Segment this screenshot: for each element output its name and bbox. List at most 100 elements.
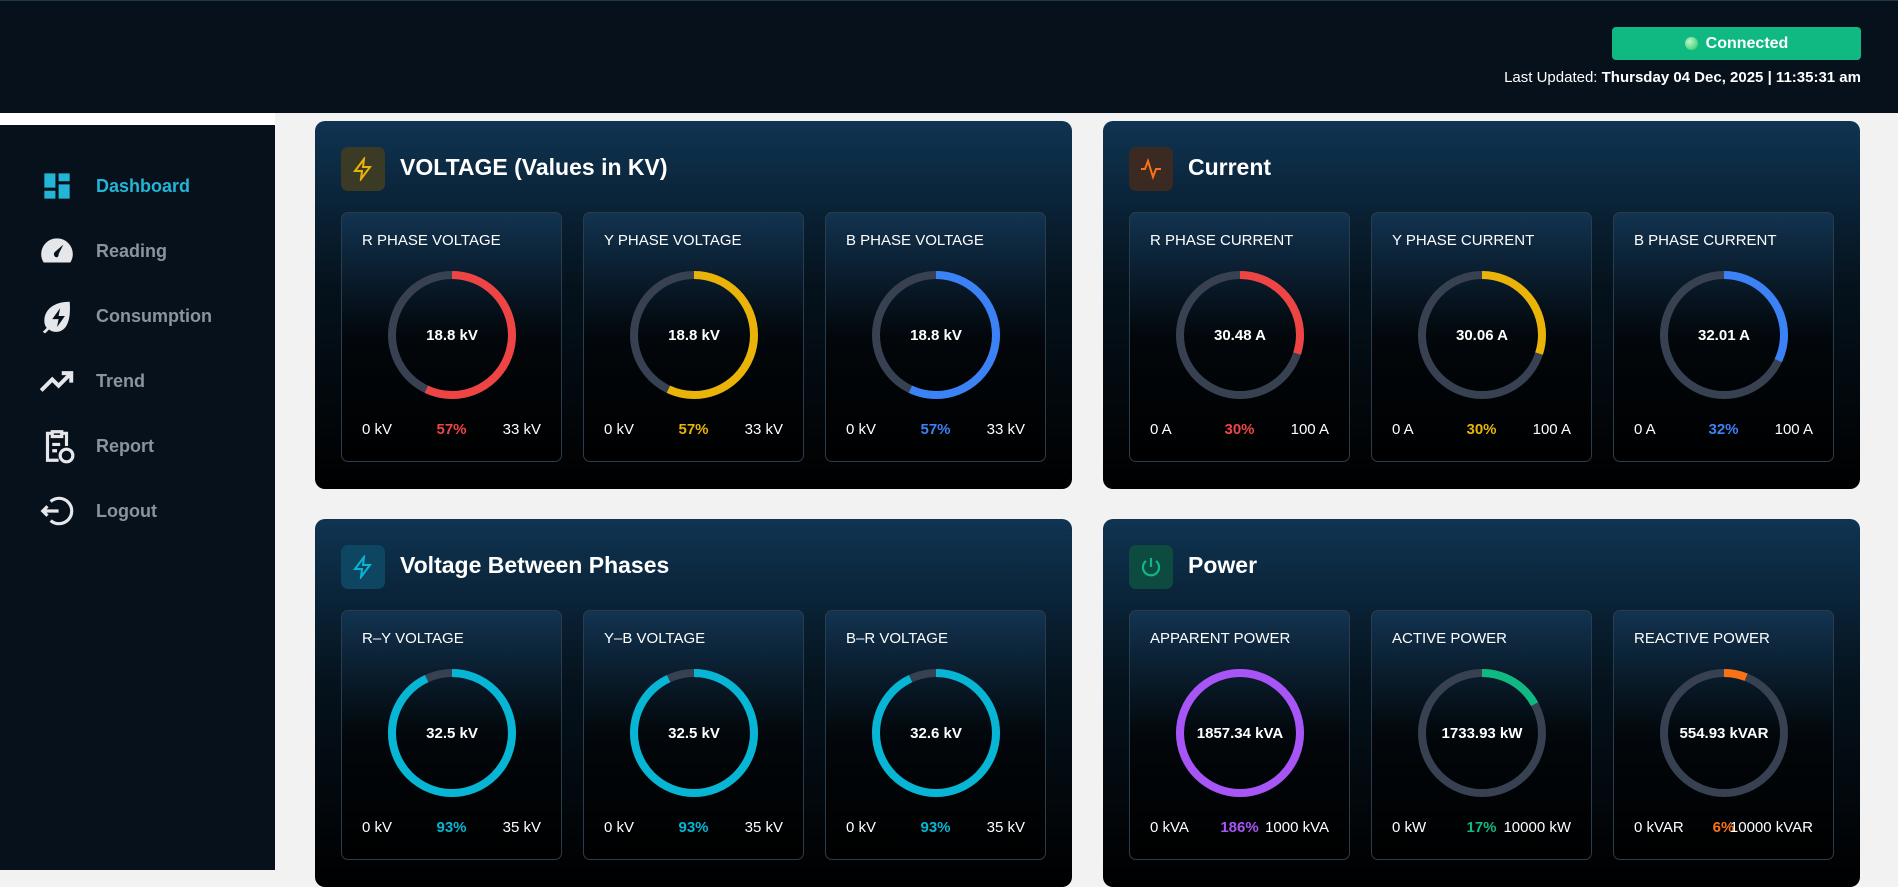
last-updated-value: Thursday 04 Dec, 2025 | 11:35:31 am: [1601, 69, 1861, 86]
gauge-min: 0 kW: [1392, 819, 1427, 836]
icon: [39, 371, 74, 392]
gauge-card: Y PHASE CURRENT 30.06 A 0 A 30% 100 A: [1371, 212, 1592, 462]
gauge-label: B–R VOLTAGE: [846, 630, 948, 647]
panel-title: VOLTAGE (Values in KV): [400, 154, 668, 180]
nav-label: Dashboard: [96, 175, 191, 196]
gauge-arc: [388, 669, 516, 797]
gauge-max: 10000 kW: [1503, 819, 1571, 836]
gauge-max: 33 kV: [986, 421, 1025, 438]
gauge-max: 100 A: [1774, 421, 1813, 438]
gauge-card: B PHASE CURRENT 32.01 A 0 A 32% 100 A: [1613, 212, 1834, 462]
panel: Voltage Between Phases R–Y VOLTAGE 32.5 kV…: [315, 519, 1072, 887]
gauge-percent: 30%: [1224, 421, 1255, 438]
gauge-arc: [1660, 669, 1788, 797]
gauge-card: R PHASE VOLTAGE 18.8 kV 0 kV 57% 33 kV: [341, 212, 562, 462]
gauge-min: 0 kV: [362, 421, 393, 438]
gauge-arc: [1660, 271, 1788, 399]
gauge-card: ACTIVE POWER 1733.93 kW 0 kW 17% 10000 kW: [1371, 610, 1592, 860]
gauge-max: 35 kV: [986, 819, 1025, 836]
gauge-label: APPARENT POWER: [1150, 630, 1291, 647]
gauge-label: Y PHASE VOLTAGE: [604, 232, 742, 249]
gauge-min: 0 kVA: [1150, 819, 1189, 836]
gauge: 1733.93 kW: [1418, 669, 1546, 797]
nav-label: Reading: [96, 240, 168, 261]
gauge-value: 30.48 A: [1214, 327, 1266, 344]
gauge-value: 32.6 kV: [910, 725, 962, 742]
icon: [1141, 558, 1161, 577]
gauge-max: 33 kV: [744, 421, 783, 438]
gauge-min: 0 kV: [362, 819, 393, 836]
gauge-percent: 57%: [678, 421, 709, 438]
nav-report[interactable]: Report: [38, 427, 154, 465]
nav-consumption[interactable]: Consumption: [38, 297, 212, 335]
icon: [40, 496, 74, 526]
panel: Power APPARENT POWER 1857.34 kVA 0 kVA 186% 1…: [1103, 519, 1860, 887]
gauge-value: 18.8 kV: [910, 327, 962, 344]
gauge: 18.8 kV: [388, 271, 516, 399]
icon: [41, 238, 73, 263]
panel-icon: [1129, 545, 1173, 589]
icon: [45, 430, 75, 464]
gauge-value: 1857.34 kVA: [1197, 725, 1284, 742]
gauge-min: 0 kVAR: [1634, 819, 1684, 836]
panel-title: Power: [1188, 552, 1258, 578]
icon: [44, 173, 70, 199]
gauge-arc: [1176, 271, 1304, 399]
gauge-value: 32.5 kV: [668, 725, 720, 742]
gauge-min: 0 A: [1392, 421, 1414, 438]
gauge-percent: 6%: [1712, 819, 1735, 836]
nav-reading[interactable]: Reading: [38, 232, 167, 270]
gauge-card: R–Y VOLTAGE 32.5 kV 0 kV 93% 35 kV: [341, 610, 562, 860]
gauge-card: REACTIVE POWER 554.93 kVAR 0 kVAR 6% 10000 k…: [1613, 610, 1834, 860]
gauge-card: Y PHASE VOLTAGE 18.8 kV 0 kV 57% 33 kV: [583, 212, 804, 462]
gauge: 32.01 A: [1660, 271, 1788, 399]
gauge-label: R PHASE VOLTAGE: [362, 232, 501, 249]
gauge-max: 100 A: [1290, 421, 1329, 438]
last-updated-label: Last Updated:: [1504, 69, 1598, 86]
gauge-value: 18.8 kV: [426, 327, 478, 344]
last-updated: Last Updated: Thursday 04 Dec, 2025 | 11…: [1504, 69, 1861, 86]
panel-icon: [341, 147, 385, 191]
gauge-value: 32.01 A: [1698, 327, 1750, 344]
gauge-max: 100 A: [1532, 421, 1571, 438]
panel-icon: [1129, 147, 1173, 191]
status-button[interactable]: Connected: [1612, 27, 1861, 60]
nav-dashboard[interactable]: Dashboard: [38, 167, 190, 205]
gauge-min: 0 kV: [846, 819, 877, 836]
gauge-min: 0 kV: [846, 421, 877, 438]
gauge-arc: [1418, 271, 1546, 399]
gauge-label: REACTIVE POWER: [1634, 630, 1770, 647]
gauge-percent: 17%: [1466, 819, 1497, 836]
gauge: 554.93 kVAR: [1660, 669, 1788, 797]
gauge-arc: [1176, 669, 1304, 797]
panel-title: Voltage Between Phases: [400, 552, 670, 578]
gauge-card: B PHASE VOLTAGE 18.8 kV 0 kV 57% 33 kV: [825, 212, 1046, 462]
gauge: 32.5 kV: [630, 669, 758, 797]
nav-label: Trend: [96, 370, 146, 391]
gauge-percent: 57%: [436, 421, 467, 438]
gauge-percent: 32%: [1708, 421, 1739, 438]
gauge-value: 30.06 A: [1456, 327, 1508, 344]
nav-logout[interactable]: Logout: [38, 492, 157, 530]
gauge-card: Y–B VOLTAGE 32.5 kV 0 kV 93% 35 kV: [583, 610, 804, 860]
gauge: 32.6 kV: [872, 669, 1000, 797]
gauge-percent: 93%: [678, 819, 709, 836]
gauge-min: 0 kV: [604, 819, 635, 836]
nav-trend[interactable]: Trend: [38, 362, 145, 400]
gauge-card: B–R VOLTAGE 32.6 kV 0 kV 93% 35 kV: [825, 610, 1046, 860]
gauge-value: 18.8 kV: [668, 327, 720, 344]
gauge-max: 10000 kVAR: [1729, 819, 1813, 836]
icon: [353, 157, 372, 181]
gauge-max: 33 kV: [502, 421, 541, 438]
nav-label: Logout: [96, 500, 157, 521]
gauge-card: APPARENT POWER 1857.34 kVA 0 kVA 186% 1000 k…: [1129, 610, 1350, 860]
gauge-arc: [872, 669, 1000, 797]
header: Connected Last Updated: Thursday 04 Dec,…: [0, 0, 1898, 113]
gauge-percent: 30%: [1466, 421, 1497, 438]
gauge-arc: [630, 271, 758, 399]
gauge-card: R PHASE CURRENT 30.48 A 0 A 30% 100 A: [1129, 212, 1350, 462]
gauge-value: 554.93 kVAR: [1680, 725, 1769, 742]
gauge-max: 1000 kVA: [1265, 819, 1329, 836]
status-text: Connected: [1705, 34, 1789, 52]
panel-title: Current: [1188, 154, 1272, 180]
